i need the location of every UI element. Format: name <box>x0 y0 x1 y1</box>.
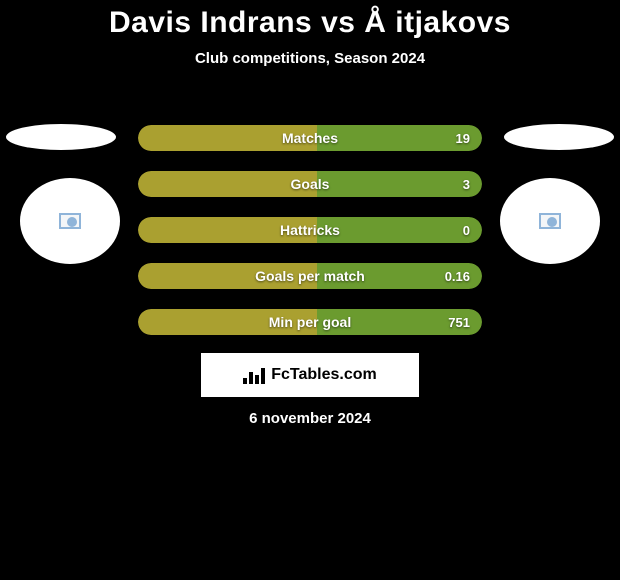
stat-label: Min per goal <box>269 314 351 330</box>
stat-label: Goals <box>291 176 330 192</box>
player-avatar-left <box>20 178 120 264</box>
player-shadow-right <box>504 124 614 150</box>
placeholder-image-icon <box>59 213 81 229</box>
page-subtitle: Club competitions, Season 2024 <box>0 50 620 67</box>
player-shadow-left <box>6 124 116 150</box>
comparison-date: 6 november 2024 <box>0 410 620 427</box>
player-avatar-right <box>500 178 600 264</box>
stat-value-right: 751 <box>448 315 470 330</box>
stat-row: Goals 3 <box>138 171 482 197</box>
stat-bars: Matches 19 Goals 3 Hattricks 0 Goals per match… <box>138 125 482 355</box>
stat-fill-right <box>317 171 482 197</box>
brand-text: FcTables.com <box>271 366 377 384</box>
stat-value-right: 19 <box>456 131 470 146</box>
stat-row: Min per goal 751 <box>138 309 482 335</box>
stat-value-right: 0.16 <box>445 269 470 284</box>
stat-row: Goals per match 0.16 <box>138 263 482 289</box>
stat-label: Matches <box>282 130 338 146</box>
stat-row: Matches 19 <box>138 125 482 151</box>
brand-bars-icon <box>243 366 265 384</box>
placeholder-image-icon <box>539 213 561 229</box>
page-title: Davis Indrans vs Å itjakovs <box>0 0 620 40</box>
brand-badge: FcTables.com <box>201 353 419 397</box>
stat-label: Hattricks <box>280 222 340 238</box>
stat-row: Hattricks 0 <box>138 217 482 243</box>
stat-label: Goals per match <box>255 268 365 284</box>
stat-value-right: 0 <box>463 223 470 238</box>
stat-fill-right <box>317 217 482 243</box>
stat-value-right: 3 <box>463 177 470 192</box>
